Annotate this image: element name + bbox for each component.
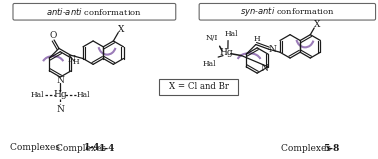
- Text: X: X: [118, 25, 124, 34]
- Text: Complexes: Complexes: [10, 143, 63, 152]
- Text: 1-4: 1-4: [99, 144, 116, 153]
- Text: Hal: Hal: [224, 30, 238, 38]
- Text: N: N: [56, 105, 64, 114]
- Text: N: N: [269, 45, 276, 54]
- Text: X = Cl and Br: X = Cl and Br: [169, 82, 229, 91]
- Text: Complexes: Complexes: [56, 144, 109, 153]
- Text: X: X: [314, 21, 320, 29]
- Text: Hal: Hal: [77, 91, 90, 99]
- Text: Hal: Hal: [30, 91, 43, 99]
- Text: Complexes: Complexes: [280, 144, 333, 153]
- Text: N: N: [56, 76, 64, 85]
- Text: 1-4: 1-4: [84, 143, 101, 152]
- Text: 5-8: 5-8: [324, 144, 340, 153]
- Text: H: H: [254, 35, 260, 43]
- FancyBboxPatch shape: [159, 79, 238, 95]
- FancyBboxPatch shape: [13, 3, 176, 20]
- Text: N/I: N/I: [206, 35, 218, 42]
- Text: H: H: [72, 58, 79, 66]
- Text: Hal: Hal: [203, 60, 216, 68]
- Text: $\it{anti}$-$\it{anti}$ conformation: $\it{anti}$-$\it{anti}$ conformation: [46, 6, 143, 17]
- Text: Hg: Hg: [53, 90, 67, 99]
- Text: Hg: Hg: [219, 48, 233, 57]
- Text: N: N: [68, 55, 76, 64]
- Text: $\it{syn}$-$\it{anti}$ conformation: $\it{syn}$-$\it{anti}$ conformation: [240, 5, 335, 18]
- Text: N: N: [260, 64, 268, 73]
- Text: O: O: [50, 31, 57, 40]
- FancyBboxPatch shape: [199, 3, 376, 20]
